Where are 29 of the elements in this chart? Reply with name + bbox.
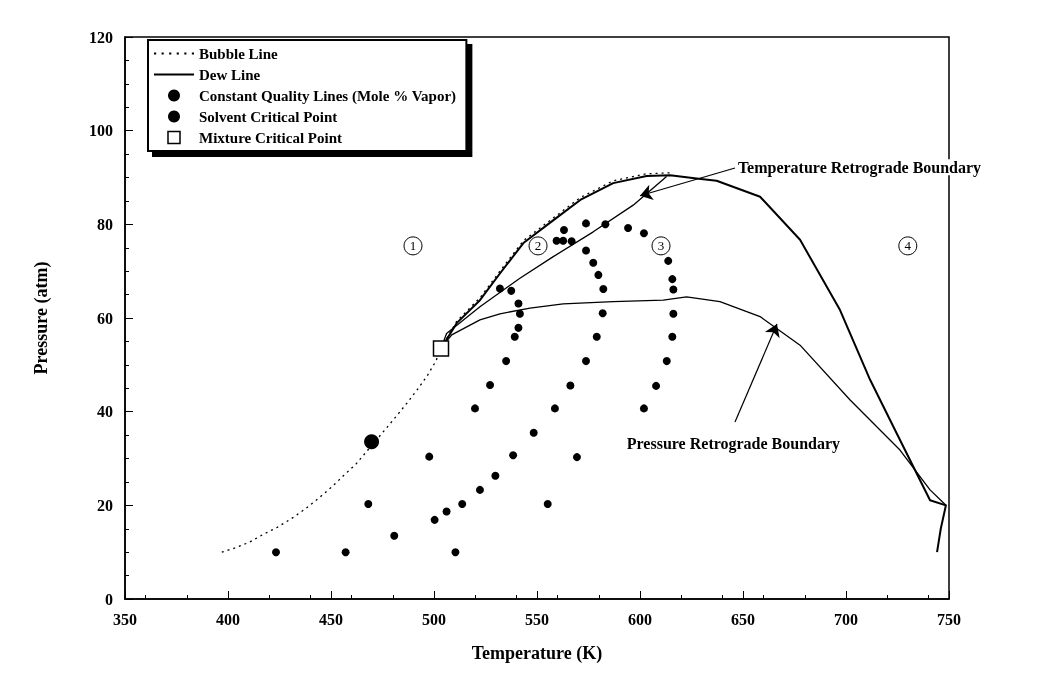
- legend-label: Mixture Critical Point: [199, 129, 343, 146]
- x-tick-label: 700: [834, 610, 858, 628]
- legend-label: Solvent Critical Point: [199, 108, 338, 125]
- x-tick-label: 450: [319, 610, 343, 628]
- y-tick-label: 40: [97, 403, 113, 421]
- annotation: Temperature Retrograde Boundary: [737, 158, 982, 177]
- y-tick-label: 80: [97, 215, 113, 233]
- legend-label: Constant Quality Lines (Mole % Vapor): [199, 87, 457, 105]
- y-tick-label: 0: [105, 590, 113, 608]
- legend-label: Dew Line: [199, 66, 261, 83]
- x-tick-label: 400: [216, 610, 240, 628]
- x-tick-label: 600: [628, 610, 652, 628]
- annotation: 4: [904, 238, 912, 254]
- x-tick-label: 350: [113, 610, 137, 628]
- y-tick-label: 100: [89, 122, 113, 140]
- annotation: 3: [657, 238, 665, 254]
- y-tick-label: 60: [97, 309, 113, 327]
- annotation: 1: [409, 238, 417, 254]
- legend-label: Bubble Line: [199, 45, 279, 62]
- x-tick-label: 750: [937, 610, 961, 628]
- annotation: 2: [534, 238, 542, 254]
- x-tick-label: 500: [422, 610, 446, 628]
- x-tick-label: 650: [731, 610, 755, 628]
- x-tick-label: 550: [525, 610, 549, 628]
- y-tick-label: 120: [89, 28, 113, 46]
- x-axis-title: Temperature (K): [471, 643, 603, 664]
- y-axis-title: Pressure (atm): [31, 261, 52, 375]
- annotation: Pressure Retrograde Boundary: [626, 435, 841, 454]
- y-tick-label: 20: [97, 496, 113, 514]
